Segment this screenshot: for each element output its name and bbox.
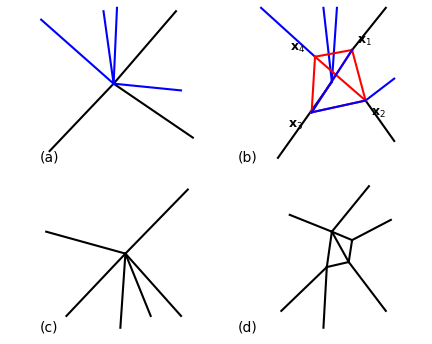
Text: (b): (b) <box>238 151 257 164</box>
Text: $\mathbf{x}_4$: $\mathbf{x}_4$ <box>290 42 305 55</box>
Text: $\mathbf{x}_1$: $\mathbf{x}_1$ <box>357 35 372 48</box>
Text: $\mathbf{x}_3$: $\mathbf{x}_3$ <box>288 119 303 132</box>
Text: $\mathbf{x}_2$: $\mathbf{x}_2$ <box>371 107 385 120</box>
Text: (c): (c) <box>39 321 58 334</box>
Text: (a): (a) <box>39 151 59 164</box>
Text: (d): (d) <box>238 321 257 334</box>
